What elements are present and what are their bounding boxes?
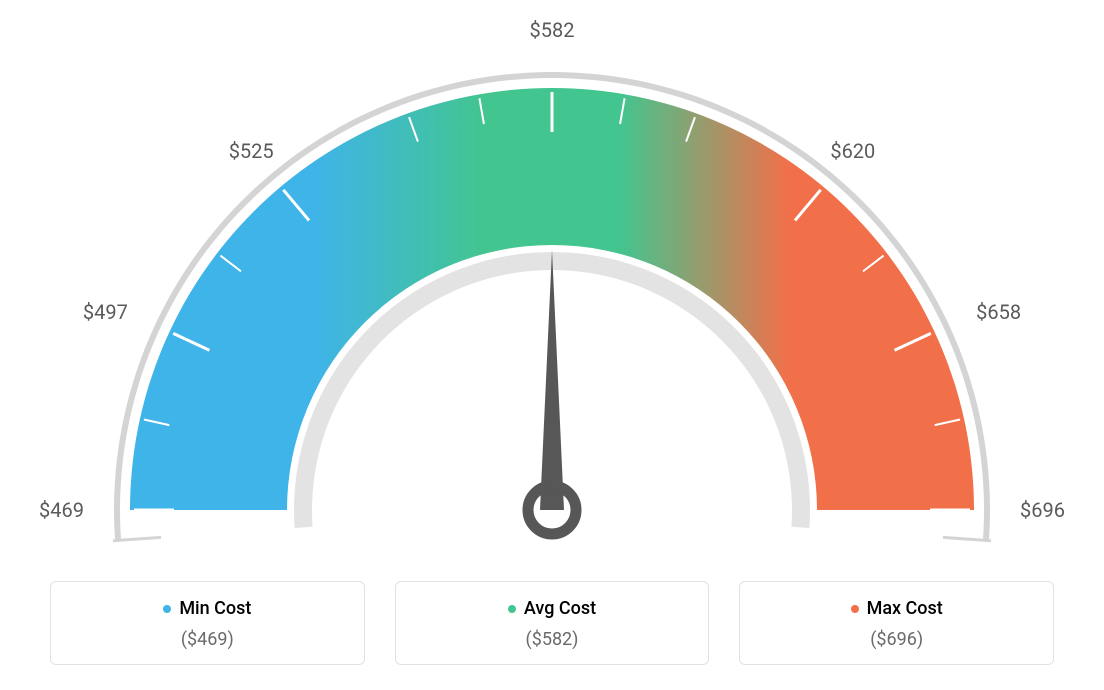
gauge-tick-label: $620	[830, 139, 875, 163]
legend-label-min: Min Cost	[179, 598, 251, 619]
legend-title-max: Max Cost	[851, 598, 943, 619]
legend-label-max: Max Cost	[867, 598, 943, 619]
legend-card-min: Min Cost ($469)	[50, 581, 365, 666]
legend-label-avg: Avg Cost	[524, 598, 596, 619]
legend-title-avg: Avg Cost	[508, 598, 596, 619]
gauge-tick-label: $469	[39, 498, 84, 522]
legend-card-avg: Avg Cost ($582)	[395, 581, 710, 666]
gauge-svg	[0, 10, 1104, 570]
gauge-tick-label: $525	[229, 139, 274, 163]
legend-title-min: Min Cost	[163, 598, 251, 619]
gauge-chart: $469 $497 $525 $582 $620 $658 $696	[0, 10, 1104, 570]
legend-row: Min Cost ($469) Avg Cost ($582) Max Cost…	[50, 581, 1054, 666]
legend-value-min: ($469)	[61, 629, 354, 650]
gauge-tick-label: $497	[83, 300, 128, 324]
legend-value-max: ($696)	[750, 629, 1043, 650]
gauge-tick-label: $696	[1020, 498, 1065, 522]
gauge-tick-label: $658	[976, 300, 1021, 324]
legend-dot-min	[163, 605, 171, 613]
gauge-tick-label: $582	[530, 18, 575, 42]
legend-dot-max	[851, 605, 859, 613]
legend-dot-avg	[508, 605, 516, 613]
legend-value-avg: ($582)	[406, 629, 699, 650]
legend-card-max: Max Cost ($696)	[739, 581, 1054, 666]
